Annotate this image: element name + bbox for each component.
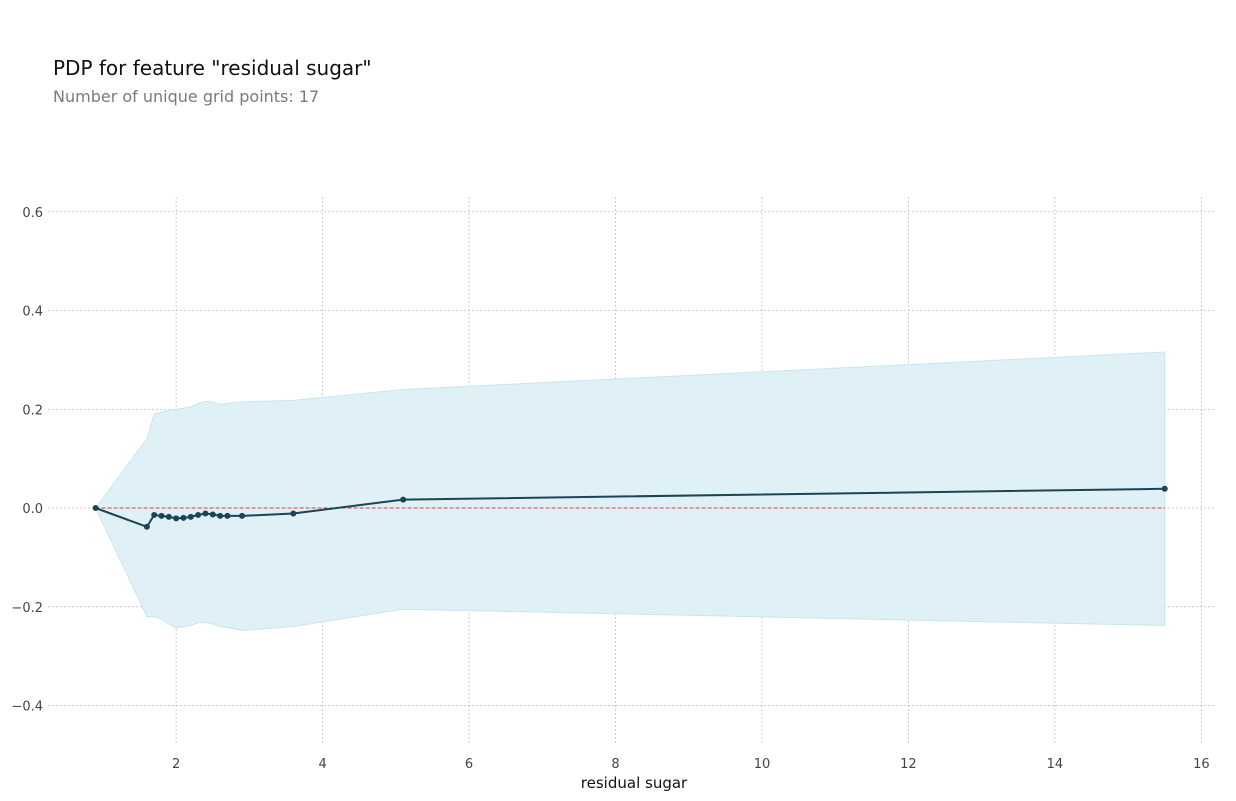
pdp-point	[151, 511, 158, 518]
pdp-point	[173, 515, 180, 522]
pdp-point	[400, 496, 407, 503]
x-tick-label: 12	[900, 757, 917, 772]
y-tick-label: −0.4	[11, 700, 43, 715]
pdp-point	[290, 510, 297, 517]
pdp-point	[224, 512, 231, 519]
pdp-point	[158, 512, 165, 519]
x-tick-label: 14	[1047, 757, 1064, 772]
pdp-series	[92, 485, 1168, 530]
y-tick-label: 0.2	[22, 403, 43, 418]
pdp-point	[217, 512, 224, 519]
pdp-point	[180, 514, 187, 521]
pdp-point	[187, 513, 194, 520]
x-axis-label: residual sugar	[581, 774, 688, 792]
x-tick-label: 8	[611, 757, 619, 772]
pdp-point	[195, 511, 202, 518]
pdp-point	[143, 523, 150, 530]
pdp-point	[1161, 485, 1168, 492]
y-tick-label: 0.4	[22, 305, 43, 320]
x-tick-label: 4	[318, 757, 326, 772]
y-tick-label: 0.0	[22, 502, 43, 517]
pdp-point	[239, 512, 246, 519]
y-tick-label: 0.6	[22, 206, 43, 221]
x-tick-label: 2	[172, 757, 180, 772]
pdp-point	[202, 510, 209, 517]
axis-labels: 2 4 6 8 10 12 14 16 −0.4 −0.2 0.0 0.2 0.4 0.6 residual…	[11, 206, 1209, 792]
chart-subtitle: Number of unique grid points: 17	[53, 87, 320, 106]
pdp-point	[165, 513, 172, 520]
x-tick-label: 16	[1193, 757, 1210, 772]
y-tick-label: −0.2	[11, 601, 43, 616]
x-tick-label: 6	[465, 757, 473, 772]
pdp-point	[92, 505, 99, 512]
pdp-point	[209, 511, 216, 518]
chart-title: PDP for feature "residual sugar"	[53, 56, 372, 80]
x-tick-label: 10	[754, 757, 771, 772]
